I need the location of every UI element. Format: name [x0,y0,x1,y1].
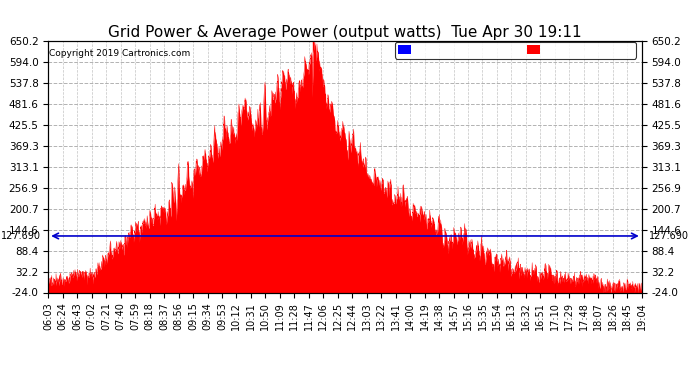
Legend: Average (AC Watts), Grid  (AC Watts): Average (AC Watts), Grid (AC Watts) [395,42,636,58]
Text: 127.690: 127.690 [1,231,41,241]
Title: Grid Power & Average Power (output watts)  Tue Apr 30 19:11: Grid Power & Average Power (output watts… [108,25,582,40]
Text: 127.690: 127.690 [649,231,689,241]
Text: Copyright 2019 Cartronics.com: Copyright 2019 Cartronics.com [50,49,190,58]
